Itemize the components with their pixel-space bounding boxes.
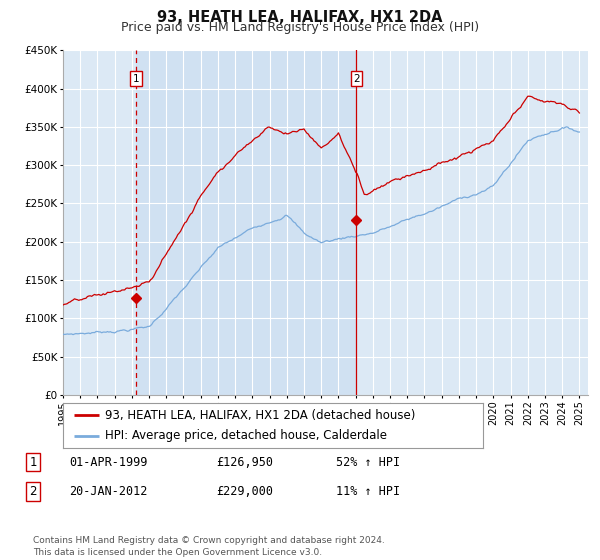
Text: 1: 1 xyxy=(133,74,139,83)
Text: 11% ↑ HPI: 11% ↑ HPI xyxy=(336,485,400,498)
Text: 01-APR-1999: 01-APR-1999 xyxy=(69,455,148,469)
Text: Price paid vs. HM Land Registry's House Price Index (HPI): Price paid vs. HM Land Registry's House … xyxy=(121,21,479,34)
Text: Contains HM Land Registry data © Crown copyright and database right 2024.
This d: Contains HM Land Registry data © Crown c… xyxy=(33,536,385,557)
Text: 20-JAN-2012: 20-JAN-2012 xyxy=(69,485,148,498)
Text: 1: 1 xyxy=(29,455,37,469)
Bar xyxy=(136,50,356,395)
Text: 93, HEATH LEA, HALIFAX, HX1 2DA: 93, HEATH LEA, HALIFAX, HX1 2DA xyxy=(157,10,443,25)
Text: £229,000: £229,000 xyxy=(216,485,273,498)
Text: 2: 2 xyxy=(353,74,360,83)
Text: 93, HEATH LEA, HALIFAX, HX1 2DA (detached house): 93, HEATH LEA, HALIFAX, HX1 2DA (detache… xyxy=(105,409,415,422)
Text: HPI: Average price, detached house, Calderdale: HPI: Average price, detached house, Cald… xyxy=(105,430,387,442)
Text: 52% ↑ HPI: 52% ↑ HPI xyxy=(336,455,400,469)
Text: £126,950: £126,950 xyxy=(216,455,273,469)
Text: 2: 2 xyxy=(29,485,37,498)
